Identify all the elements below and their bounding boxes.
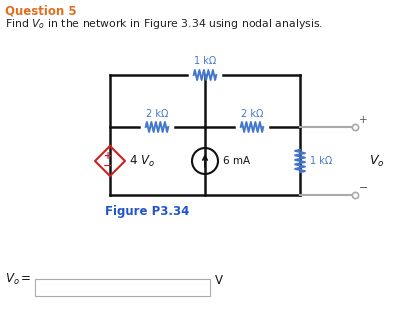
Text: $V_o=$: $V_o=$ bbox=[5, 272, 31, 287]
Text: $V_o$: $V_o$ bbox=[369, 153, 384, 169]
FancyBboxPatch shape bbox=[35, 279, 210, 296]
Text: Figure P3.34: Figure P3.34 bbox=[105, 205, 189, 218]
Text: +: + bbox=[359, 115, 368, 125]
Text: $4\ V_o$: $4\ V_o$ bbox=[129, 153, 155, 169]
Text: −: − bbox=[359, 183, 368, 193]
Text: 2 kΩ: 2 kΩ bbox=[146, 109, 168, 119]
Text: Question 5: Question 5 bbox=[5, 5, 77, 18]
Text: V: V bbox=[215, 274, 223, 287]
Text: +: + bbox=[104, 151, 112, 161]
Text: −: − bbox=[103, 161, 113, 171]
Text: 1 kΩ: 1 kΩ bbox=[194, 56, 216, 66]
Text: 6 mA: 6 mA bbox=[223, 156, 250, 166]
Text: 1 kΩ: 1 kΩ bbox=[310, 156, 332, 166]
Text: 2 kΩ: 2 kΩ bbox=[241, 109, 263, 119]
Text: Find $V_o$ in the network in Figure 3.34 using nodal analysis.: Find $V_o$ in the network in Figure 3.34… bbox=[5, 17, 323, 31]
